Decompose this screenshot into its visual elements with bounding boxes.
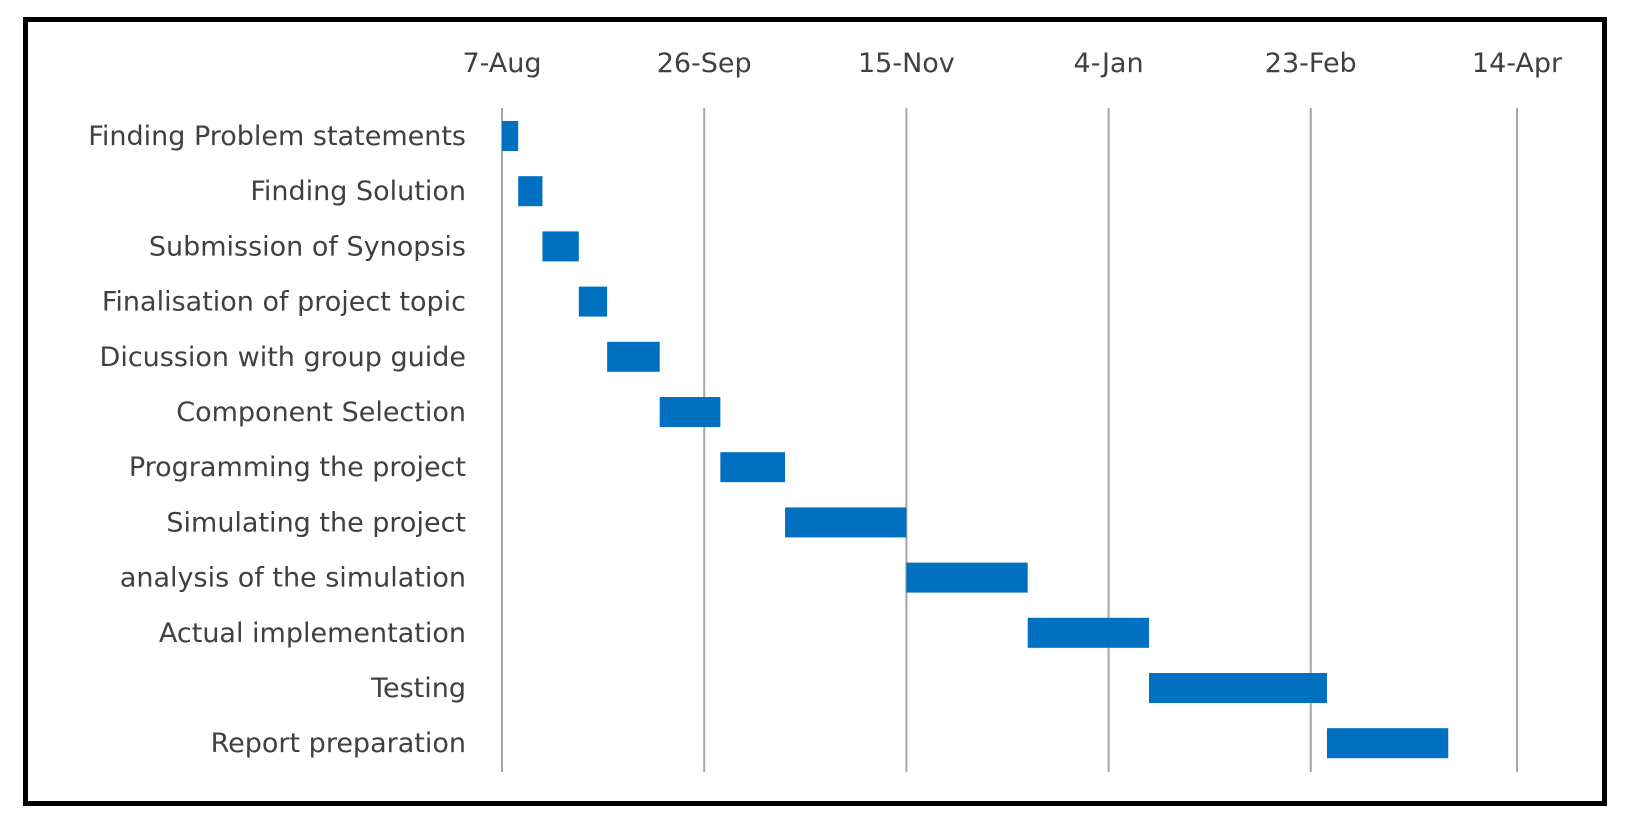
task-bar	[659, 397, 721, 427]
task-label: Dicussion with group guide	[100, 342, 466, 373]
task-bar	[1027, 617, 1150, 648]
task-bar	[906, 562, 1028, 593]
x-tick-label: 14-Apr	[1472, 48, 1563, 79]
x-axis-ticks: 7-Aug 26-Sep 15-Nov 4-Jan 23-Feb 14-Apr	[462, 48, 1563, 79]
task-bar	[720, 452, 786, 483]
task-label: Finding Solution	[250, 176, 466, 207]
task-label: Simulating the project	[166, 507, 466, 538]
task-bar	[1326, 728, 1449, 759]
task-bar	[542, 231, 579, 262]
task-bar	[578, 286, 608, 317]
task-label: Actual implementation	[159, 618, 466, 649]
task-bar	[1149, 673, 1327, 703]
x-tick-label: 7-Aug	[462, 48, 541, 79]
task-label: Finding Problem statements	[88, 121, 466, 152]
task-bar	[502, 121, 519, 151]
chart-frame	[23, 17, 1607, 806]
task-label: Programming the project	[129, 452, 466, 483]
x-tick-label: 4-Jan	[1074, 48, 1144, 79]
task-bar	[785, 507, 907, 538]
gridlines	[501, 108, 1518, 772]
task-labels: Finding Problem statements Finding Soluti…	[88, 121, 466, 759]
task-bars	[502, 121, 1449, 759]
task-label: Report preparation	[211, 728, 466, 759]
task-label: Component Selection	[176, 397, 466, 428]
task-label: analysis of the simulation	[120, 563, 466, 594]
task-bar	[607, 341, 660, 372]
x-tick-label: 15-Nov	[858, 48, 955, 79]
task-label: Testing	[370, 673, 466, 704]
task-label: Finalisation of project topic	[102, 287, 466, 318]
x-tick-label: 26-Sep	[657, 48, 752, 79]
task-label: Submission of Synopsis	[149, 231, 466, 262]
x-tick-label: 23-Feb	[1265, 48, 1357, 79]
task-bar	[518, 176, 543, 207]
